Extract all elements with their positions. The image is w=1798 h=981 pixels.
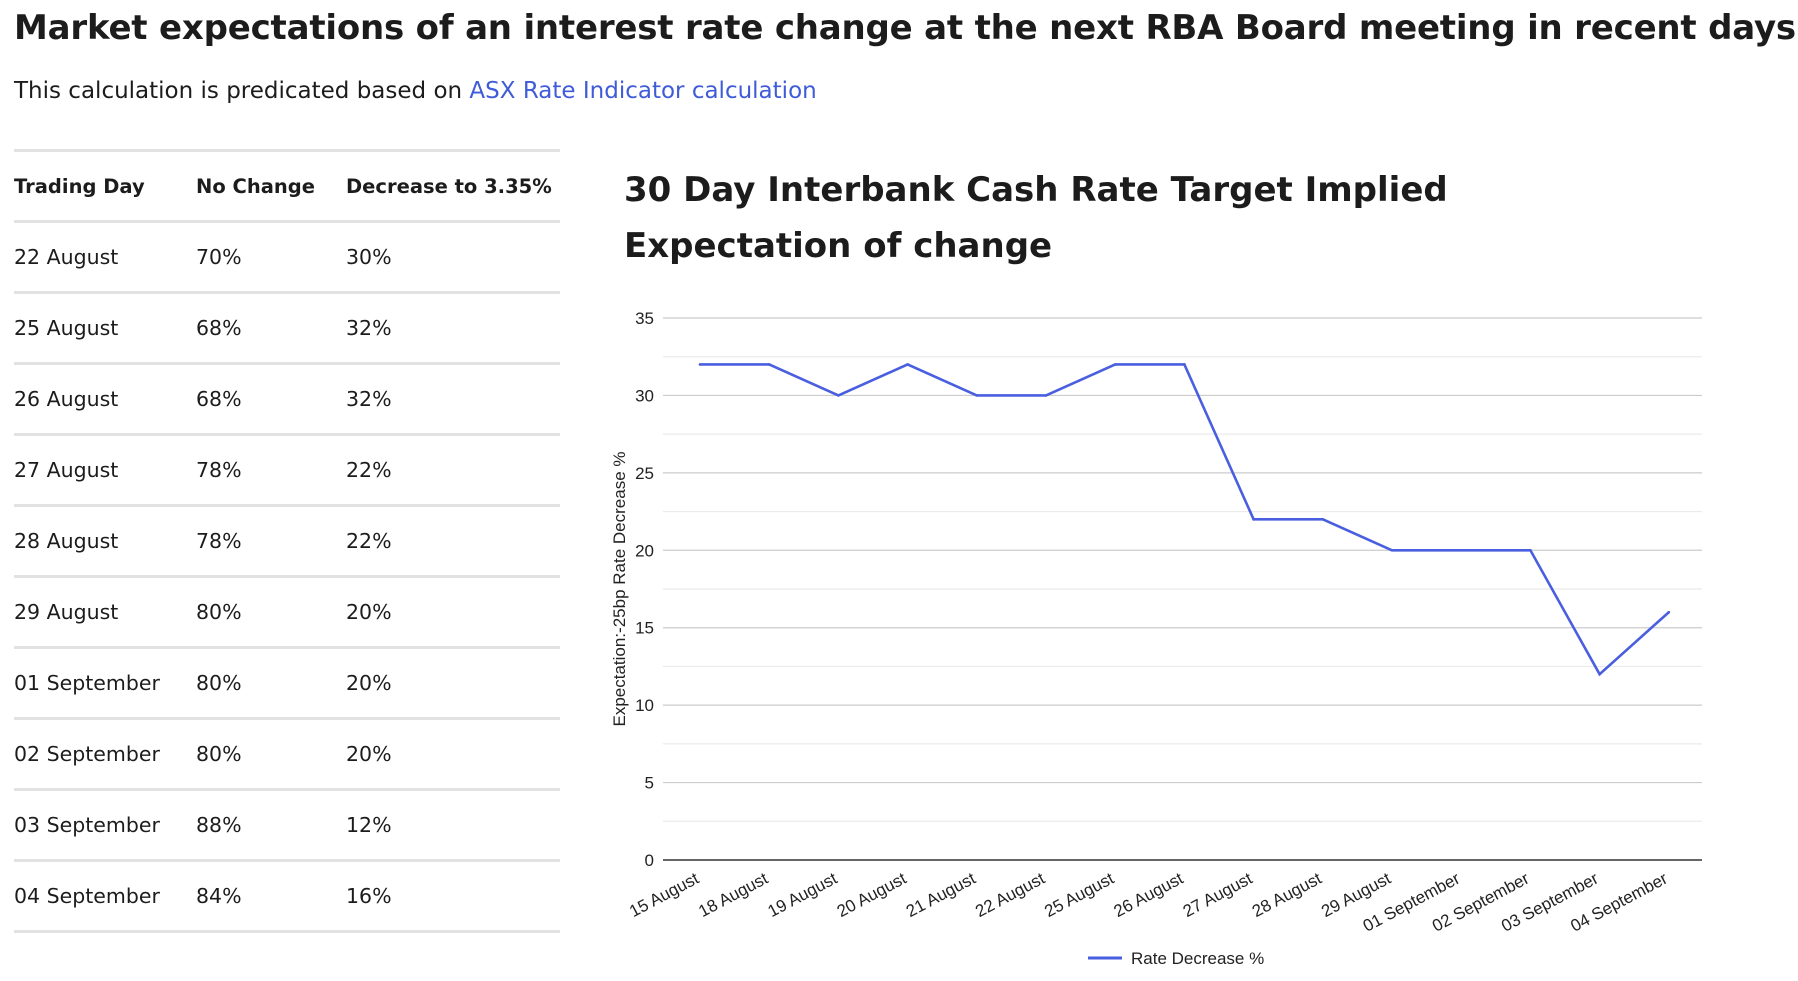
data-point [1183,363,1186,366]
table-row: 25 August 68% 32% [14,291,560,364]
table-header-row: Trading Day No Change Decrease to 3.35% [14,149,560,222]
cell-trading-day: 28 August [14,504,196,577]
cell-no-change: 80% [196,717,346,790]
data-point [1252,518,1255,521]
legend-label: Rate Decrease % [1131,949,1264,968]
cell-trading-day: 26 August [14,362,196,435]
cell-decrease: 20% [346,575,560,648]
table-row: 02 September 80% 20% [14,717,560,790]
column-header-decrease: Decrease to 3.35% [346,149,560,222]
x-tick-label: 21 August [903,869,979,921]
column-header-no-change: No Change [196,149,346,222]
cell-no-change: 80% [196,646,346,719]
table-row: 26 August 68% 32% [14,362,560,435]
data-point [1113,363,1117,366]
data-point [1598,672,1601,676]
data-point [975,394,979,397]
table-row: 29 August 80% 20% [14,575,560,648]
x-tick-label: 20 August [834,869,910,921]
cell-no-change: 68% [196,291,346,364]
cell-no-change: 68% [196,362,346,435]
cell-decrease: 32% [346,291,560,364]
page-title: Market expectations of an interest rate … [14,8,1798,48]
chart-title: 30 Day Interbank Cash Rate Target Implie… [624,170,1448,266]
subtitle: This calculation is predicated based on … [14,78,817,104]
x-tick-label: 18 August [695,869,771,921]
table-row: 04 September 84% 16% [14,859,560,933]
table-row: 27 August 78% 22% [14,433,560,506]
cell-decrease: 22% [346,504,560,577]
y-tick-label: 5 [645,774,654,793]
data-point [1044,394,1048,397]
cell-decrease: 20% [346,717,560,790]
x-tick-label: 25 August [1041,869,1117,921]
cell-trading-day: 03 September [14,788,196,861]
cell-no-change: 80% [196,575,346,648]
table-row: 03 September 88% 12% [14,788,560,861]
x-tick-label: 28 August [1249,869,1325,921]
x-tick-label: 26 August [1111,869,1187,921]
y-tick-label: 0 [645,851,654,870]
x-tick-label: 15 August [626,869,702,921]
cell-no-change: 84% [196,859,346,933]
cell-trading-day: 29 August [14,575,196,648]
cell-trading-day: 25 August [14,291,196,364]
data-point [767,363,771,366]
cell-decrease: 16% [346,859,560,933]
data-point [1390,548,1394,552]
asx-rate-indicator-link[interactable]: ASX Rate Indicator calculation [469,78,817,104]
subtitle-text: This calculation is predicated based on [14,78,470,104]
x-tick-label: 19 August [765,869,841,921]
cell-trading-day: 02 September [14,717,196,790]
cell-no-change: 78% [196,433,346,506]
x-tick-label: 27 August [1180,869,1256,921]
cell-no-change: 88% [196,788,346,861]
y-tick-label: 15 [635,619,654,638]
data-point [1321,518,1325,521]
expectations-table: Trading Day No Change Decrease to 3.35% … [14,149,560,933]
data-point [1529,548,1532,552]
table-row: 01 September 80% 20% [14,646,560,719]
y-tick-label: 30 [635,386,654,405]
cell-decrease: 22% [346,433,560,506]
cell-decrease: 12% [346,788,560,861]
table-row: 28 August 78% 22% [14,504,560,577]
y-tick-label: 35 [635,309,654,328]
cell-decrease: 32% [346,362,560,435]
data-point [1667,610,1671,614]
y-tick-label: 20 [635,541,654,560]
data-point [906,363,909,366]
data-point [698,363,702,366]
data-point [837,394,840,397]
cell-no-change: 78% [196,504,346,577]
y-axis-title: Expectation:-25bp Rate Decrease % [610,452,629,727]
table-row: 22 August 70% 30% [14,220,560,293]
cell-decrease: 30% [346,220,560,293]
cell-decrease: 20% [346,646,560,719]
cell-no-change: 70% [196,220,346,293]
cell-trading-day: 04 September [14,859,196,933]
cell-trading-day: 22 August [14,220,196,293]
data-point [1459,548,1463,552]
y-tick-label: 10 [635,696,654,715]
x-tick-label: 22 August [972,869,1048,921]
cell-trading-day: 27 August [14,433,196,506]
cell-trading-day: 01 September [14,646,196,719]
y-tick-label: 25 [635,464,654,483]
column-header-trading-day: Trading Day [14,149,196,222]
